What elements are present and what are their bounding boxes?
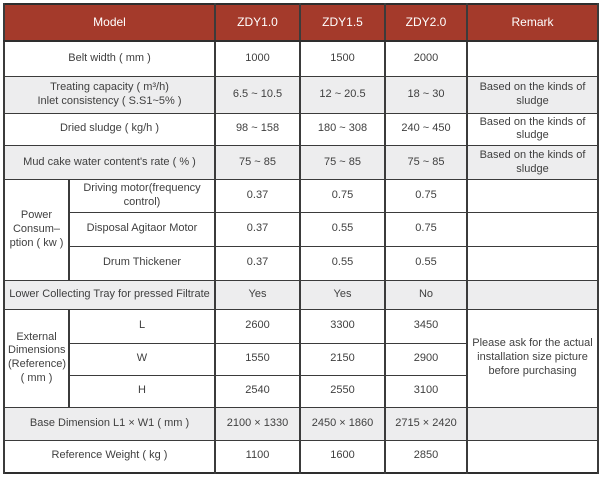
dried-sludge-zdy15: 180 ~ 308 — [299, 112, 386, 146]
treating-capacity-label: Treating capacity ( m³/h) Inlet consiste… — [3, 75, 216, 114]
dimension-l-label: L — [68, 308, 216, 344]
collecting-tray-remark — [466, 279, 599, 310]
row-collecting-tray: Lower Collecting Tray for pressed Filtra… — [3, 279, 599, 310]
treating-capacity-zdy20: 18 ~ 30 — [384, 75, 468, 114]
disposal-agitator-remark — [466, 211, 599, 247]
treating-capacity-zdy15: 12 ~ 20.5 — [299, 75, 386, 114]
power-consumption-group-label: Power Consum– ption ( kw ) — [3, 179, 70, 281]
row-belt-width: Belt width ( mm ) 1000 1500 2000 — [3, 40, 599, 77]
row-base-dimension: Base Dimension L1 × W1 ( mm ) 2100 × 133… — [3, 406, 599, 441]
row-disposal-agitator: Disposal Agitaor Motor 0.37 0.55 0.75 — [4, 211, 599, 247]
external-dimensions-remark: Please ask for the actual installation s… — [466, 308, 599, 408]
belt-width-zdy20: 2000 — [384, 40, 468, 77]
dimension-h-zdy20: 3100 — [384, 374, 468, 408]
row-mud-cake: Mud cake water content's rate ( % ) 75 ~… — [3, 145, 599, 180]
header-zdy10: ZDY1.0 — [214, 3, 301, 42]
reference-weight-zdy20: 2850 — [384, 439, 468, 474]
base-dimension-remark — [466, 406, 599, 441]
disposal-agitator-zdy15: 0.55 — [299, 211, 386, 247]
treating-capacity-remark: Based on the kinds of sludge — [466, 75, 599, 114]
mud-cake-zdy15: 75 ~ 85 — [299, 145, 386, 180]
base-dimension-zdy15: 2450 × 1860 — [299, 406, 386, 441]
belt-width-zdy15: 1500 — [299, 40, 386, 77]
header-zdy20: ZDY2.0 — [384, 3, 468, 42]
treating-capacity-zdy10: 6.5 ~ 10.5 — [214, 75, 301, 114]
dimension-l-zdy20: 3450 — [384, 308, 468, 344]
row-dimension-w: W 1550 2150 2900 — [4, 342, 598, 376]
base-dimension-zdy10: 2100 × 1330 — [214, 406, 301, 441]
disposal-agitator-zdy10: 0.37 — [214, 211, 301, 247]
dried-sludge-label: Dried sludge ( kg/h ) — [3, 112, 216, 146]
driving-motor-label: Driving motor(frequency control) — [68, 179, 216, 213]
dimension-l-zdy10: 2600 — [214, 308, 301, 344]
mud-cake-zdy20: 75 ~ 85 — [384, 145, 468, 180]
row-drum-thickener: Drum Thickener 0.37 0.55 0.55 — [4, 245, 599, 281]
belt-width-zdy10: 1000 — [214, 40, 301, 77]
header-model: Model — [3, 3, 216, 42]
driving-motor-zdy20: 0.75 — [384, 179, 468, 213]
belt-width-remark — [466, 40, 599, 77]
collecting-tray-zdy20: No — [384, 279, 468, 310]
collecting-tray-zdy10: Yes — [214, 279, 301, 310]
dried-sludge-zdy20: 240 ~ 450 — [384, 112, 468, 146]
reference-weight-remark — [466, 439, 599, 474]
row-driving-motor: Power Consum– ption ( kw ) Driving motor… — [3, 179, 599, 281]
driving-motor-zdy15: 0.75 — [299, 179, 386, 213]
dimension-w-label: W — [68, 342, 216, 376]
drum-thickener-label: Drum Thickener — [68, 245, 216, 281]
belt-width-label: Belt width ( mm ) — [3, 40, 216, 77]
dimension-w-zdy10: 1550 — [214, 342, 301, 376]
dimension-l-zdy15: 3300 — [299, 308, 386, 344]
dimension-w-zdy20: 2900 — [384, 342, 468, 376]
mud-cake-remark: Based on the kinds of sludge — [466, 145, 599, 180]
header-remark: Remark — [466, 3, 599, 42]
row-dimension-l: External Dimensions (Reference) ( mm ) L… — [3, 308, 599, 408]
reference-weight-zdy10: 1100 — [214, 439, 301, 474]
collecting-tray-label: Lower Collecting Tray for pressed Filtra… — [3, 279, 216, 310]
drum-thickener-zdy20: 0.55 — [384, 245, 468, 281]
driving-motor-zdy10: 0.37 — [214, 179, 301, 213]
drum-thickener-remark — [466, 245, 599, 281]
base-dimension-zdy20: 2715 × 2420 — [384, 406, 468, 441]
row-treating-capacity: Treating capacity ( m³/h) Inlet consiste… — [3, 75, 599, 114]
base-dimension-label: Base Dimension L1 × W1 ( mm ) — [3, 406, 216, 441]
disposal-agitator-label: Disposal Agitaor Motor — [68, 211, 216, 247]
disposal-agitator-zdy20: 0.75 — [384, 211, 468, 247]
mud-cake-zdy10: 75 ~ 85 — [214, 145, 301, 180]
driving-motor-remark — [466, 179, 599, 213]
dimension-h-label: H — [68, 374, 216, 408]
row-reference-weight: Reference Weight ( kg ) 1100 1600 2850 — [3, 439, 599, 474]
spec-table: Model ZDY1.0 ZDY1.5 ZDY2.0 Remark Belt w… — [3, 3, 599, 474]
drum-thickener-zdy10: 0.37 — [214, 245, 301, 281]
header-zdy15: ZDY1.5 — [299, 3, 386, 42]
dimension-h-zdy15: 2550 — [299, 374, 386, 408]
external-dimensions-group-label: External Dimensions (Reference) ( mm ) — [3, 308, 70, 408]
dimension-h-zdy10: 2540 — [214, 374, 301, 408]
reference-weight-label: Reference Weight ( kg ) — [3, 439, 216, 474]
dried-sludge-zdy10: 98 ~ 158 — [214, 112, 301, 146]
dimension-w-zdy15: 2150 — [299, 342, 386, 376]
mud-cake-label: Mud cake water content's rate ( % ) — [3, 145, 216, 180]
reference-weight-zdy15: 1600 — [299, 439, 386, 474]
row-dimension-h: H 2540 2550 3100 — [4, 374, 598, 408]
drum-thickener-zdy15: 0.55 — [299, 245, 386, 281]
dried-sludge-remark: Based on the kinds of sludge — [466, 112, 599, 146]
header-row: Model ZDY1.0 ZDY1.5 ZDY2.0 Remark — [3, 3, 599, 42]
collecting-tray-zdy15: Yes — [299, 279, 386, 310]
row-dried-sludge: Dried sludge ( kg/h ) 98 ~ 158 180 ~ 308… — [3, 112, 599, 146]
